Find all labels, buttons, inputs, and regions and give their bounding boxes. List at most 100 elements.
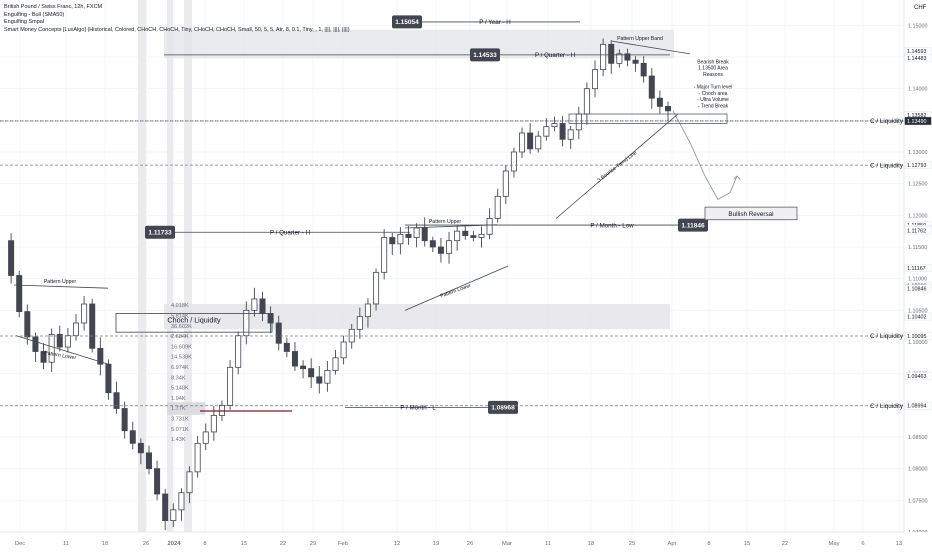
candle-body xyxy=(283,342,290,352)
volume-profile-value: 1.94K xyxy=(171,396,186,402)
candle-body xyxy=(235,335,242,368)
volume-profile-value: 1.43K xyxy=(171,437,186,443)
candle-body xyxy=(186,471,193,494)
y-tick-label: 1.11500 xyxy=(908,245,927,251)
candle-body xyxy=(567,129,574,140)
candle-body xyxy=(462,230,469,237)
pivot-price-box xyxy=(488,400,518,414)
candle-body xyxy=(145,452,152,470)
session-highlight xyxy=(138,0,146,532)
price-axis-tag-text: 1.10095 xyxy=(907,334,927,340)
x-tick-label: 18 xyxy=(588,541,594,547)
pivot-price-box xyxy=(392,15,422,29)
x-tick-label: 25 xyxy=(629,541,635,547)
candle-body xyxy=(32,336,39,352)
candle-body xyxy=(575,113,582,131)
price-axis-tag-text: 1.10846 xyxy=(907,286,927,292)
price-axis-tag-text: 1.10402 xyxy=(907,315,927,321)
pivot-level-label: P / Quarter - H xyxy=(535,52,575,59)
candle-body xyxy=(600,43,607,71)
candle-body xyxy=(251,298,258,311)
x-tick-label: 15 xyxy=(744,541,750,547)
currency-label: CHF xyxy=(914,5,927,11)
volume-profile-value: 16.609K xyxy=(171,344,192,350)
projection-path xyxy=(672,110,738,201)
volume-profile-value: 36.602K xyxy=(171,324,192,330)
chart-legend: British Pound / Swiss Franc, 12h, FXCM E… xyxy=(4,4,350,34)
x-tick-label: 19 xyxy=(433,541,439,547)
candle-body xyxy=(381,237,388,273)
price-axis-tag-text: 1.13582 xyxy=(907,113,927,119)
choch-liquidity-box xyxy=(115,313,273,333)
y-tick-label: 1.10000 xyxy=(908,340,928,346)
indicator-2[interactable]: Engulfing Smpal xyxy=(4,19,45,26)
liquidity-label: C / Liquidity xyxy=(870,333,904,340)
candle-body xyxy=(405,233,412,238)
pivot-price-value: 1.15054 xyxy=(395,19,419,26)
candle-body xyxy=(332,357,339,371)
bullish-reversal-label: Bullish Reversal xyxy=(728,211,773,218)
x-tick-label: 12 xyxy=(394,541,400,547)
y-tick-label: 1.11000 xyxy=(908,277,927,283)
candle-body xyxy=(308,368,315,378)
candle-body xyxy=(429,240,436,248)
candle-body xyxy=(56,333,63,348)
candle-body xyxy=(640,62,647,77)
volume-profile-value: 3.731K xyxy=(171,416,189,422)
candle-body xyxy=(527,132,534,150)
y-tick-label: 1.08000 xyxy=(908,467,928,473)
symbol-title[interactable]: British Pound / Swiss Franc, 12h, FXCM xyxy=(4,4,103,10)
candle-body xyxy=(202,431,209,444)
x-tick-label: Dec xyxy=(15,541,25,547)
pivot-level-label: P / Year - H xyxy=(479,19,511,26)
pivot-price-box xyxy=(470,48,500,62)
price-axis-tag xyxy=(904,117,932,125)
demand-zone xyxy=(164,304,670,330)
candle-body xyxy=(397,233,404,245)
candle-body xyxy=(89,303,96,349)
candle-body xyxy=(559,123,566,140)
candle-body xyxy=(8,240,15,276)
pivot-level-label: P / Quarter - H xyxy=(270,229,310,236)
bearish-reason-line: - Choch area xyxy=(699,91,728,97)
candle-body xyxy=(494,195,501,219)
projection-arrow xyxy=(733,175,741,180)
candle-body xyxy=(40,351,47,363)
price-axis-tag xyxy=(904,372,932,380)
x-tick-label: 26 xyxy=(143,541,149,547)
candle-body xyxy=(551,123,558,128)
candle-body xyxy=(389,237,396,245)
price-axis-tag xyxy=(904,332,932,340)
y-tick-label: 1.07500 xyxy=(908,498,928,504)
pivot-price-value: 1.14533 xyxy=(473,52,497,59)
candle-body xyxy=(535,135,542,150)
bearish-reason-line: - Trend Break xyxy=(698,103,729,109)
candle-body xyxy=(113,392,120,409)
price-axis-tag-text: 1.09463 xyxy=(907,374,927,380)
candle-body xyxy=(16,275,23,312)
candle-body xyxy=(373,271,380,305)
price-axis-tag xyxy=(904,264,932,272)
candle-body xyxy=(259,298,266,314)
pattern-lower-line xyxy=(404,265,509,311)
candle-body xyxy=(340,341,347,359)
indicator-1[interactable]: Engulfing - Bull (SMA50) xyxy=(4,11,65,18)
x-tick-label: 6 xyxy=(861,541,864,547)
volume-profile-value: 6.974K xyxy=(171,365,189,371)
candle-body xyxy=(413,227,420,238)
price-axis-tag-text: 1.14483 xyxy=(907,56,927,62)
pivot-price-box xyxy=(678,218,708,232)
bearish-reason-line: - Major Turn level xyxy=(694,85,733,91)
candle-body xyxy=(162,493,169,522)
candle-body xyxy=(616,53,623,64)
indicator-3[interactable]: Smart Money Concepts [LuxAlgo] (Historic… xyxy=(4,26,350,33)
volume-profile-value: 14.538K xyxy=(171,355,192,361)
price-axis-tag-text: 1.14593 xyxy=(907,49,927,55)
x-tick-label: 11 xyxy=(63,541,69,547)
candle-body xyxy=(624,53,631,61)
candle-body xyxy=(665,106,672,112)
price-axis-tag-text: 1.13490 xyxy=(907,119,927,125)
y-tick-label: 1.13000 xyxy=(908,150,928,156)
